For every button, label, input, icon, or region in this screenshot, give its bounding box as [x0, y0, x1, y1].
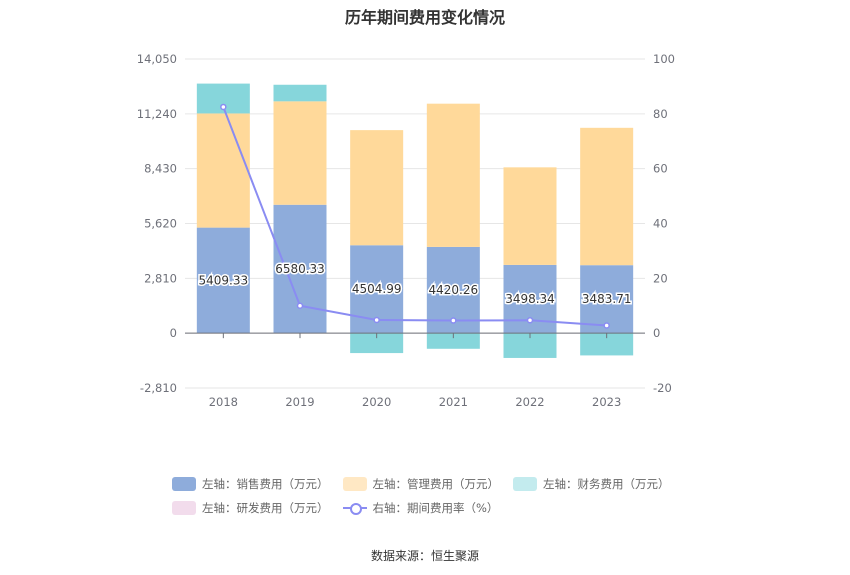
right-tick-label: 20 — [653, 271, 668, 285]
data-labels: 5409.33 6580.33 4504.99 4420.26 3498.34 3483.… — [197, 260, 633, 307]
left-tick-label: 0 — [170, 326, 177, 340]
bar-finance-2020 — [350, 333, 404, 354]
bar-sales-2019 — [273, 204, 327, 334]
legend-item-rate[interactable]: 右轴：期间费用率（%） — [342, 500, 499, 516]
sales-value-label: 4504.99 — [352, 282, 402, 296]
x-tick-label: 2022 — [515, 395, 544, 409]
x-axis-line — [185, 332, 645, 339]
x-tick-label: 2018 — [209, 395, 238, 409]
x-axis-ticks: 2018 2019 2020 2021 2022 2023 — [209, 395, 622, 409]
right-axis-ticks: 100 80 60 40 20 0 -20 — [653, 52, 675, 395]
gridlines — [185, 58, 645, 389]
left-tick-label: 2,810 — [144, 271, 177, 285]
right-tick-label: 100 — [653, 52, 675, 66]
bar-admin-2018 — [196, 113, 250, 228]
bar-finance-2023 — [580, 333, 634, 356]
x-tick-label: 2020 — [362, 395, 391, 409]
bar-series — [196, 83, 634, 358]
legend-line-icon — [342, 501, 367, 515]
left-tick-label: 11,240 — [137, 107, 177, 121]
bar-finance-2021 — [426, 333, 480, 349]
rate-point-2020 — [373, 316, 380, 324]
legend-label-rd: 左轴：研发费用（万元） — [202, 501, 329, 515]
legend-label-rate: 右轴：期间费用率（%） — [372, 501, 499, 515]
bar-admin-2021 — [426, 103, 480, 247]
rate-line-series — [220, 103, 610, 329]
left-tick-label: 8,430 — [144, 162, 177, 176]
legend-item-admin[interactable]: 左轴：管理费用（万元） — [342, 476, 500, 492]
bar-admin-2019 — [273, 101, 327, 205]
sales-value-label: 5409.33 — [199, 273, 249, 287]
left-tick-label: 14,050 — [137, 52, 177, 66]
legend-swatch-admin — [342, 477, 367, 491]
legend-label-finance: 左轴：财务费用（万元） — [543, 477, 670, 491]
right-tick-label: 40 — [653, 217, 668, 231]
bar-admin-2023 — [580, 127, 634, 266]
left-axis-ticks: 14,050 11,240 8,430 5,620 2,810 0 -2,810 — [137, 52, 177, 395]
sales-value-label: 3483.71 — [582, 292, 632, 306]
bar-admin-2020 — [350, 130, 404, 246]
bar-admin-2022 — [503, 167, 557, 265]
rate-point-2019 — [296, 302, 304, 309]
legend-label-admin: 左轴：管理费用（万元） — [372, 477, 500, 491]
rate-point-2023 — [603, 322, 610, 329]
legend-swatch-sales — [172, 477, 196, 491]
left-tick-label: 5,620 — [144, 217, 177, 231]
chart-plot: 5409.33 6580.33 4504.99 4420.26 3498.34 3483.… — [137, 52, 675, 409]
sales-value-label: 6580.33 — [275, 262, 325, 276]
right-tick-label: -20 — [653, 381, 672, 395]
bar-finance-2019 — [273, 84, 327, 102]
legend-label-sales: 左轴：销售费用（万元） — [202, 477, 329, 491]
rate-point-2022 — [526, 317, 534, 324]
sales-value-label: 4420.26 — [429, 283, 479, 297]
right-tick-label: 0 — [653, 326, 660, 340]
legend-item-sales[interactable]: 左轴：销售费用（万元） — [172, 476, 329, 492]
legend-item-rd[interactable]: 左轴：研发费用（万元） — [172, 500, 329, 516]
right-tick-label: 80 — [653, 107, 668, 121]
bar-sales-2018 — [196, 227, 250, 334]
x-tick-label: 2019 — [285, 395, 314, 409]
chart-title: 历年期间费用变化情况 — [344, 8, 505, 27]
rate-point-2018 — [220, 103, 227, 111]
legend-swatch-finance — [513, 477, 537, 491]
legend: 左轴：销售费用（万元） 左轴：管理费用（万元） 左轴：财务费用（万元） 左轴：研… — [172, 472, 692, 520]
data-source: 数据来源：恒生聚源 — [370, 549, 479, 563]
x-tick-label: 2023 — [592, 395, 621, 409]
legend-swatch-rd — [172, 501, 196, 515]
rate-point-2021 — [450, 317, 457, 324]
x-tick-label: 2021 — [439, 395, 468, 409]
sales-value-label: 3498.34 — [505, 292, 555, 306]
left-tick-label: -2,810 — [140, 381, 177, 395]
rate-line — [222, 106, 607, 327]
bar-sales-2023 — [580, 265, 634, 334]
legend-item-finance[interactable]: 左轴：财务费用（万元） — [513, 476, 670, 492]
right-tick-label: 60 — [653, 162, 668, 176]
